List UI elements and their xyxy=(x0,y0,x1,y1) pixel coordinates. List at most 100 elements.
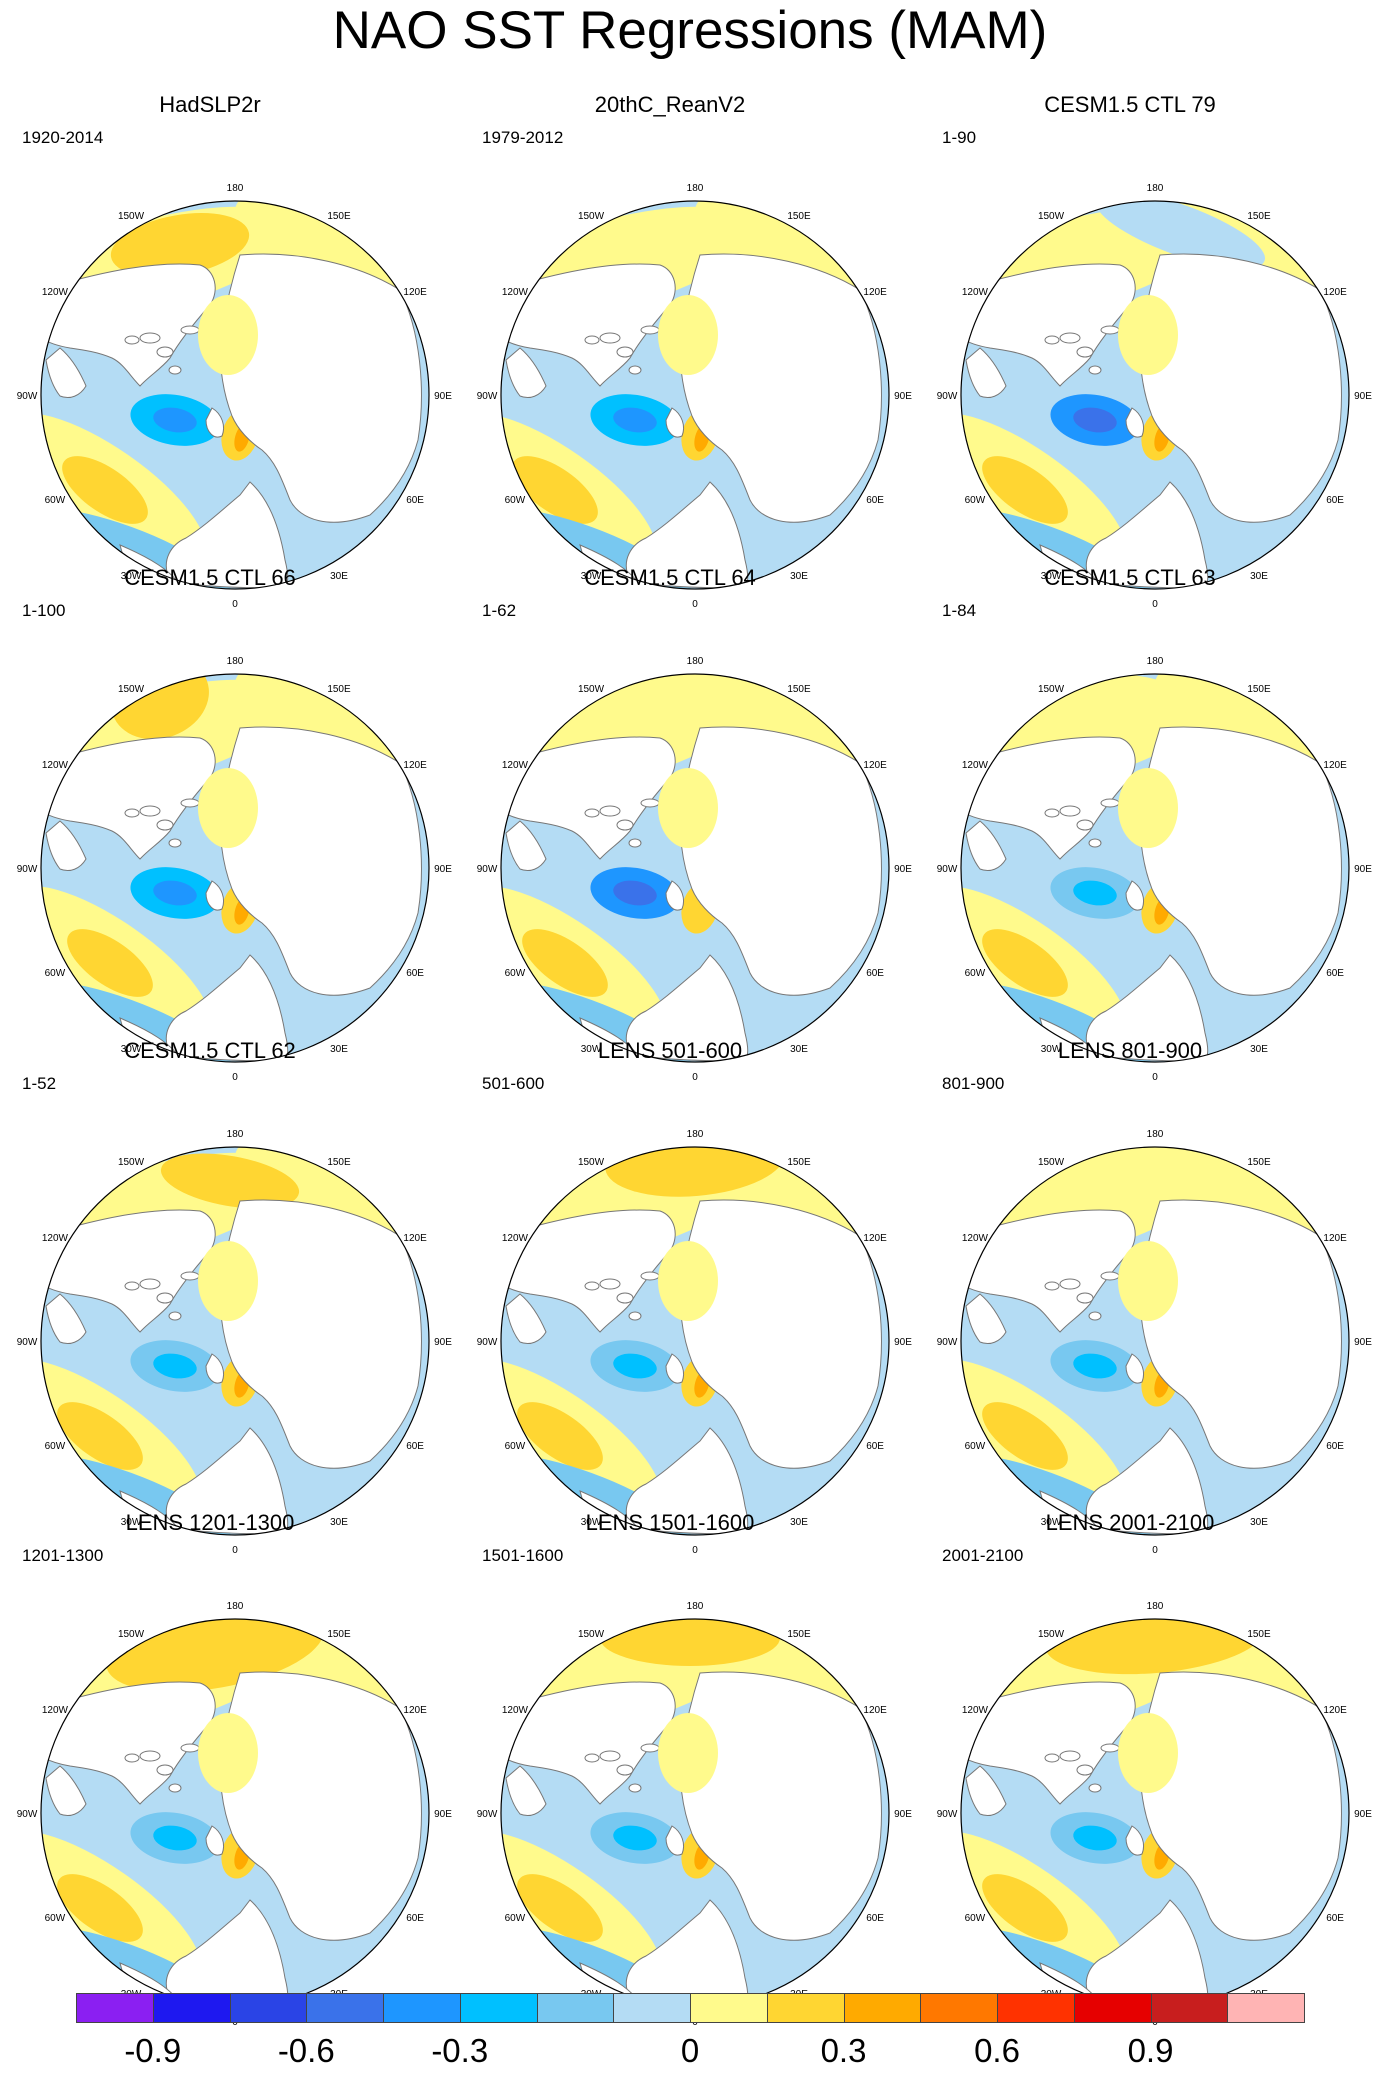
island xyxy=(1100,325,1120,335)
longitude-label: 60E xyxy=(1326,1441,1344,1452)
longitude-label: 60W xyxy=(505,968,526,979)
sst-anomaly-region xyxy=(1118,768,1178,848)
longitude-label: 150W xyxy=(1038,684,1065,695)
polar-map: 180 150E 120E 90E 60E 30E 0 30W 60W 90W 120W 150W xyxy=(17,183,453,610)
colorbar-swatch xyxy=(1073,1993,1152,2023)
island xyxy=(584,1281,600,1291)
map-border xyxy=(960,1146,1350,1536)
longitude-label: 0 xyxy=(232,1545,238,1556)
island xyxy=(1088,1783,1102,1793)
island xyxy=(599,1278,621,1290)
sst-anomaly-region xyxy=(198,1713,258,1793)
longitude-label: 150E xyxy=(1247,1157,1271,1168)
sst-anomaly-region xyxy=(153,1353,197,1379)
longitude-label: 30E xyxy=(790,1044,808,1055)
map-panel: LENS 801-900 801-900 180 150E 120E 90E 60E 30E 0… xyxy=(920,1036,1373,1556)
land-mass xyxy=(625,481,749,589)
longitude-label: 30W xyxy=(121,1044,142,1055)
polar-map: 180 150E 120E 90E 60E 30E 0 30W 60W 90W 120W 150W xyxy=(17,656,453,1083)
longitude-label: 30W xyxy=(581,1044,602,1055)
panel-title: HadSLP2r xyxy=(159,92,261,117)
sst-anomaly-region xyxy=(153,1825,197,1851)
longitude-label: 150W xyxy=(578,1629,605,1640)
longitude-label: 150E xyxy=(1247,211,1271,222)
longitude-label: 30W xyxy=(1041,571,1062,582)
figure-title: NAO SST Regressions (MAM) xyxy=(332,1,1048,60)
island xyxy=(168,838,182,848)
island xyxy=(168,365,182,375)
island xyxy=(1076,346,1094,358)
island xyxy=(124,808,140,818)
island xyxy=(1044,808,1060,818)
colorbar-swatch xyxy=(152,1993,231,2023)
sst-anomaly-region xyxy=(982,929,1068,997)
sst-anomaly-region xyxy=(512,456,598,524)
longitude-label: 90W xyxy=(937,1337,958,1348)
longitude-label: 150E xyxy=(1247,1629,1271,1640)
panel-period: 1920-2014 xyxy=(22,128,104,147)
sst-anomaly-region xyxy=(110,213,250,277)
longitude-label: 150W xyxy=(1038,1157,1065,1168)
longitude-label: 90E xyxy=(894,1337,912,1348)
panel-title: CESM1.5 CTL 66 xyxy=(124,565,296,590)
island xyxy=(180,798,200,808)
panel-title: LENS 2001-2100 xyxy=(1045,1510,1215,1535)
panel-title: LENS 501-600 xyxy=(597,1038,743,1063)
longitude-label: 180 xyxy=(687,656,704,667)
map-border xyxy=(40,1146,430,1536)
sst-anomaly-region xyxy=(67,929,153,997)
island xyxy=(1044,335,1060,345)
longitude-label: 0 xyxy=(692,1545,698,1556)
panel-period: 501-600 xyxy=(482,1074,545,1093)
longitude-label: 60E xyxy=(406,495,424,506)
longitude-label: 30E xyxy=(1250,1044,1268,1055)
map-panel: HadSLP2r 1920-2014 180 150E 120E 90E 60E 30E 0 30… xyxy=(0,90,453,610)
colorbar-swatch xyxy=(766,1993,845,2023)
polar-map: 180 150E 120E 90E 60E 30E 0 30W 60W 90W 120W 150W xyxy=(477,656,913,1083)
island xyxy=(124,335,140,345)
longitude-label: 120W xyxy=(42,760,69,771)
panel-title: CESM1.5 CTL 62 xyxy=(124,1038,296,1063)
longitude-label: 30E xyxy=(1250,571,1268,582)
longitude-label: 90E xyxy=(1354,864,1372,875)
island xyxy=(124,1753,140,1763)
longitude-label: 60E xyxy=(866,1913,884,1924)
panel-title: CESM1.5 CTL 63 xyxy=(1044,565,1216,590)
map-panel: CESM1.5 CTL 62 1-52 180 150E 120E 90E 60E 30E 0 3… xyxy=(0,1036,453,1556)
longitude-label: 150E xyxy=(787,684,811,695)
sst-anomaly-region xyxy=(198,768,258,848)
colorbar-swatch xyxy=(1150,1993,1229,2023)
longitude-label: 60E xyxy=(1326,495,1344,506)
longitude-label: 90W xyxy=(477,1337,498,1348)
longitude-label: 120E xyxy=(403,760,427,771)
sst-anomaly-region xyxy=(235,1147,425,1237)
colorbar-swatch xyxy=(229,1993,308,2023)
longitude-label: 120W xyxy=(502,1233,529,1244)
sst-anomaly-region xyxy=(198,295,258,375)
sst-anomaly-region xyxy=(695,674,885,764)
island xyxy=(599,805,621,817)
longitude-label: 90W xyxy=(937,864,958,875)
polar-map: 180 150E 120E 90E 60E 30E 0 30W 60W 90W 120W 150W xyxy=(937,183,1373,610)
longitude-label: 150E xyxy=(787,211,811,222)
colorbar-swatch xyxy=(843,1993,922,2023)
island xyxy=(599,1750,621,1762)
sst-anomaly-region xyxy=(517,1874,603,1942)
longitude-label: 0 xyxy=(232,1072,238,1083)
longitude-label: 90E xyxy=(434,1809,452,1820)
longitude-label: 120E xyxy=(1323,287,1347,298)
longitude-label: 120W xyxy=(962,1233,989,1244)
longitude-label: 90W xyxy=(477,864,498,875)
longitude-label: 150E xyxy=(327,1629,351,1640)
panel-title: LENS 1501-1600 xyxy=(585,1510,755,1535)
map-border xyxy=(960,673,1350,1063)
sst-anomaly-region xyxy=(235,201,425,291)
longitude-label: 150W xyxy=(118,1629,145,1640)
longitude-label: 90W xyxy=(477,1809,498,1820)
colorbar-swatch xyxy=(997,1993,1075,2023)
sst-anomaly-region xyxy=(1118,295,1178,375)
longitude-label: 30W xyxy=(1041,1044,1062,1055)
colorbar-swatch xyxy=(383,1993,461,2023)
polar-map: 180 150E 120E 90E 60E 30E 0 30W 60W 90W 120W 150W xyxy=(17,1129,453,1556)
longitude-label: 90W xyxy=(17,391,38,402)
